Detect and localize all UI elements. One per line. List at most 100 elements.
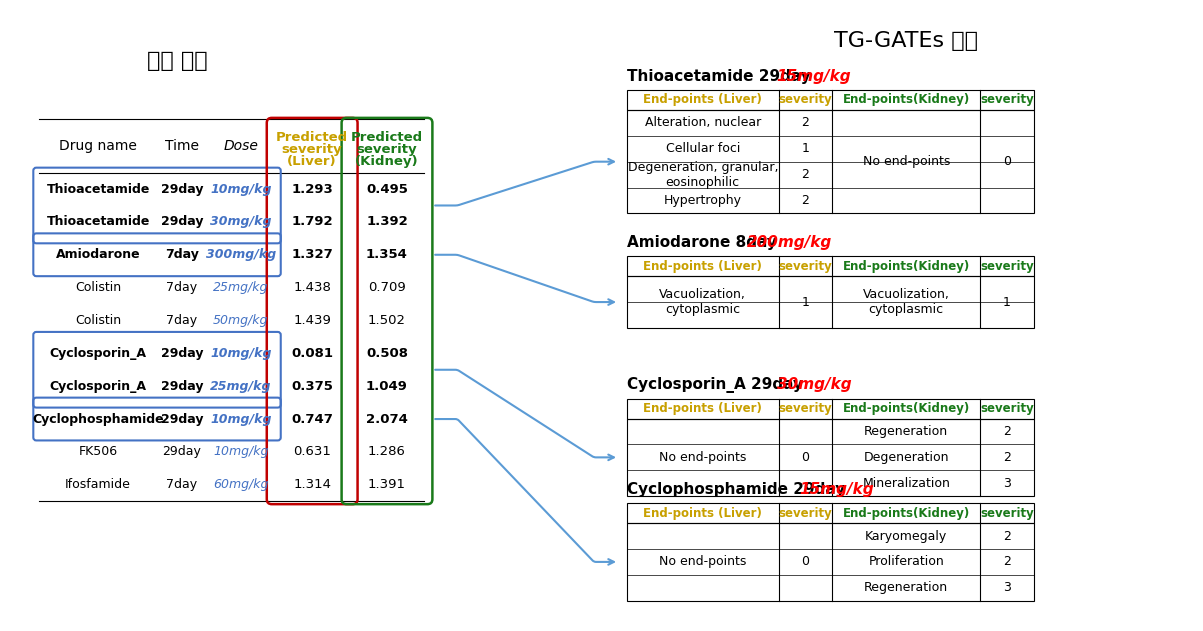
Text: 200mg/kg: 200mg/kg (747, 235, 832, 250)
Text: Degeneration: Degeneration (864, 451, 949, 464)
Text: Regeneration: Regeneration (864, 425, 948, 438)
Text: 1.391: 1.391 (368, 478, 405, 492)
Text: 0: 0 (801, 555, 810, 569)
Text: 1.502: 1.502 (368, 314, 405, 327)
Text: 30mg/kg: 30mg/kg (211, 215, 272, 228)
Text: 1: 1 (801, 142, 810, 155)
Text: 1: 1 (801, 295, 810, 309)
Text: TG-GATEs 샘플: TG-GATEs 샘플 (835, 31, 978, 51)
Text: 2.074: 2.074 (366, 413, 408, 425)
Text: severity: severity (980, 402, 1033, 415)
Text: 0.508: 0.508 (366, 347, 408, 360)
Text: Alteration, nuclear: Alteration, nuclear (645, 116, 760, 129)
Text: 예측 결과: 예측 결과 (147, 51, 207, 71)
Text: 1.392: 1.392 (366, 215, 408, 228)
Text: Cyclosporin_A 29day: Cyclosporin_A 29day (627, 377, 808, 392)
Text: End-points (Liver): End-points (Liver) (644, 260, 763, 273)
Text: 15mg/kg: 15mg/kg (799, 481, 873, 497)
Text: 1.314: 1.314 (294, 478, 331, 492)
Text: Thioacetamide: Thioacetamide (47, 182, 150, 196)
Text: 1.049: 1.049 (366, 380, 408, 392)
Text: End-points (Liver): End-points (Liver) (644, 507, 763, 519)
Text: 2: 2 (1003, 555, 1011, 569)
Text: Cellular foci: Cellular foci (665, 142, 740, 155)
Text: 7day: 7day (166, 281, 197, 294)
Text: Vacuolization,
cytoplasmic: Vacuolization, cytoplasmic (659, 288, 746, 316)
Text: Cyclosporin_A: Cyclosporin_A (49, 347, 147, 360)
Text: 29day: 29day (162, 445, 201, 458)
Text: Amiodarone 8day: Amiodarone 8day (627, 235, 782, 250)
Text: No end-points: No end-points (863, 155, 950, 168)
Text: No end-points: No end-points (659, 555, 746, 569)
Bar (627, 110, 1035, 213)
Text: (Liver): (Liver) (288, 155, 337, 168)
Bar (627, 418, 1035, 496)
Text: severity: severity (778, 260, 832, 273)
Text: End-points (Liver): End-points (Liver) (644, 402, 763, 415)
Text: 2: 2 (801, 168, 810, 181)
Text: Cyclosporin_A: Cyclosporin_A (49, 380, 147, 392)
Text: (Kidney): (Kidney) (355, 155, 419, 168)
Text: 30mg/kg: 30mg/kg (777, 377, 852, 392)
Text: Amiodarone: Amiodarone (55, 248, 141, 261)
Text: Degeneration, granular,
eosinophilic: Degeneration, granular, eosinophilic (628, 161, 778, 189)
Text: End-points (Liver): End-points (Liver) (644, 93, 763, 107)
Text: 0.747: 0.747 (291, 413, 333, 425)
Bar (627, 276, 1035, 328)
Text: 7day: 7day (165, 248, 198, 261)
Text: 10mg/kg: 10mg/kg (211, 182, 272, 196)
Text: 1.354: 1.354 (366, 248, 408, 261)
Text: Karyomegaly: Karyomegaly (865, 529, 948, 543)
Text: Regeneration: Regeneration (864, 581, 948, 594)
Text: End-points(Kidney): End-points(Kidney) (842, 260, 970, 273)
Text: 29day: 29day (161, 182, 203, 196)
Bar (627, 256, 1035, 276)
Text: 0.375: 0.375 (291, 380, 333, 392)
Text: 25mg/kg: 25mg/kg (213, 281, 268, 294)
Text: 1.439: 1.439 (294, 314, 331, 327)
Text: severity: severity (778, 93, 832, 107)
Bar (627, 523, 1035, 601)
Text: severity: severity (282, 143, 343, 156)
Text: 2: 2 (801, 194, 810, 207)
Text: 15mg/kg: 15mg/kg (777, 69, 852, 83)
Text: 300mg/kg: 300mg/kg (206, 248, 275, 261)
Text: 1: 1 (1003, 295, 1011, 309)
Text: 60mg/kg: 60mg/kg (213, 478, 268, 492)
Text: 2: 2 (801, 116, 810, 129)
Text: severity: severity (778, 402, 832, 415)
Text: 0.495: 0.495 (366, 182, 408, 196)
Text: 0.709: 0.709 (368, 281, 405, 294)
Text: Thioacetamide 29day: Thioacetamide 29day (627, 69, 816, 83)
Text: 50mg/kg: 50mg/kg (213, 314, 268, 327)
Text: Hypertrophy: Hypertrophy (664, 194, 742, 207)
Text: 10mg/kg: 10mg/kg (213, 445, 268, 458)
Text: 1.438: 1.438 (294, 281, 331, 294)
Text: severity: severity (778, 507, 832, 519)
Text: 1.327: 1.327 (291, 248, 333, 261)
Text: Cyclophosphamide 29day: Cyclophosphamide 29day (627, 481, 851, 497)
Text: severity: severity (980, 260, 1033, 273)
Bar (627, 503, 1035, 523)
Text: 3: 3 (1003, 581, 1011, 594)
Text: 0.081: 0.081 (291, 347, 333, 360)
Text: 25mg/kg: 25mg/kg (211, 380, 272, 392)
Text: No end-points: No end-points (659, 451, 746, 464)
Text: severity: severity (356, 143, 417, 156)
Text: End-points(Kidney): End-points(Kidney) (842, 402, 970, 415)
Text: 2: 2 (1003, 529, 1011, 543)
Text: severity: severity (980, 507, 1033, 519)
Bar (627, 90, 1035, 110)
Bar (627, 399, 1035, 418)
Text: Predicted: Predicted (277, 131, 348, 144)
Text: 29day: 29day (161, 215, 203, 228)
Text: Vacuolization,
cytoplasmic: Vacuolization, cytoplasmic (863, 288, 949, 316)
Text: 1.293: 1.293 (291, 182, 333, 196)
Text: 1.792: 1.792 (291, 215, 333, 228)
Text: Thioacetamide: Thioacetamide (47, 215, 150, 228)
Text: Mineralization: Mineralization (863, 477, 950, 490)
Text: severity: severity (980, 93, 1033, 107)
Text: Colistin: Colistin (75, 314, 122, 327)
Text: 0.631: 0.631 (294, 445, 331, 458)
Text: 29day: 29day (161, 413, 203, 425)
